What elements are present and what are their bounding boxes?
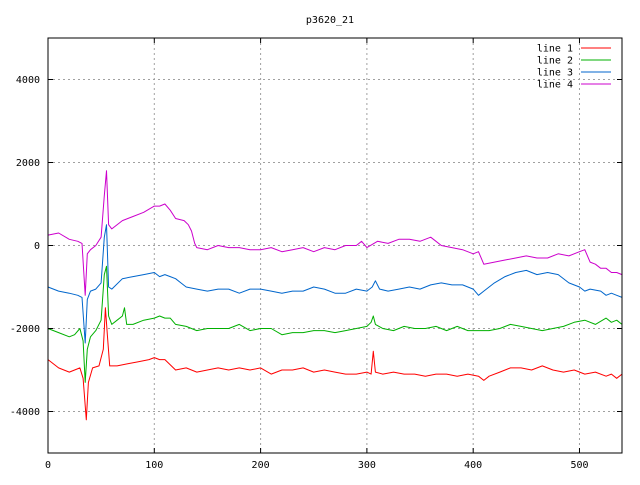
series-line-1 (47, 307, 623, 421)
axes: 0 100 200 300 400 500 -4000 -2000 0 2000 4000 (10, 38, 622, 471)
series-line-3 (47, 224, 623, 344)
y-tick-label: -4000 (10, 407, 40, 418)
x-tick-label: 300 (358, 460, 376, 471)
y-tick-label: -2000 (10, 324, 40, 335)
legend-label: line 4 (537, 80, 573, 91)
y-tick-label: 4000 (16, 75, 40, 86)
x-tick-label: 100 (145, 460, 163, 471)
x-tick-label: 0 (45, 460, 51, 471)
y-tick-label: 2000 (16, 158, 40, 169)
series-lines (47, 170, 623, 421)
y-tick-label: 0 (34, 241, 40, 252)
x-tick-label: 200 (252, 460, 270, 471)
legend-label: line 1 (537, 44, 573, 55)
chart-title: p3620_21 (306, 15, 354, 26)
grid (47, 38, 622, 453)
x-tick-label: 400 (464, 460, 482, 471)
legend-label: line 3 (537, 68, 573, 79)
x-tick-label: 500 (570, 460, 588, 471)
legend-label: line 2 (537, 56, 573, 67)
series-line-4 (47, 170, 623, 296)
series-line-2 (47, 265, 623, 383)
